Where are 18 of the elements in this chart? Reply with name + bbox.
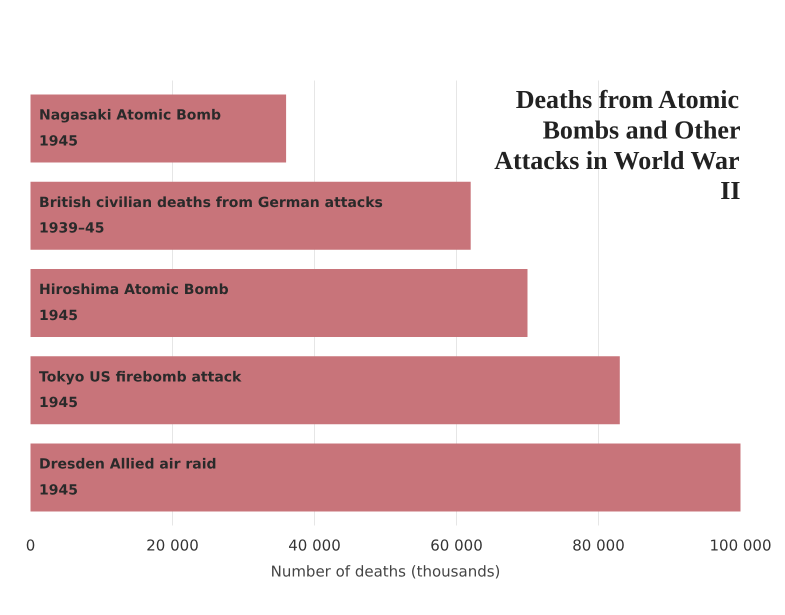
y-tick-label: Tokyo US firebomb attack 1945	[39, 369, 242, 412]
y-tick-label: British civilian deaths from German attacks 1939–45	[39, 194, 383, 237]
x-tick-label: 100 000	[709, 536, 772, 554]
y-tick-label: Nagasaki Atomic Bomb 1945	[39, 108, 222, 150]
text: Deaths from Atomic Bombs and Other Attacks in World War II	[494, 84, 741, 206]
x-tick-label: 0	[26, 536, 36, 554]
x-axis-title: Number of deaths (thousands)	[270, 562, 500, 580]
x-tick-label: 20 000	[146, 536, 199, 554]
x-tick-label: 80 000	[572, 536, 625, 554]
x-tick-label: 60 000	[430, 536, 483, 554]
bar	[30, 268, 528, 338]
x-tick-label: 40 000	[288, 536, 341, 554]
bar	[30, 182, 471, 250]
bar	[30, 356, 620, 424]
y-tick-label: Dresden Allied air raid 1945	[39, 456, 217, 498]
bar	[30, 443, 740, 512]
bar	[30, 94, 286, 163]
y-tick-label: Hiroshima Atomic Bomb 1945	[39, 282, 229, 324]
